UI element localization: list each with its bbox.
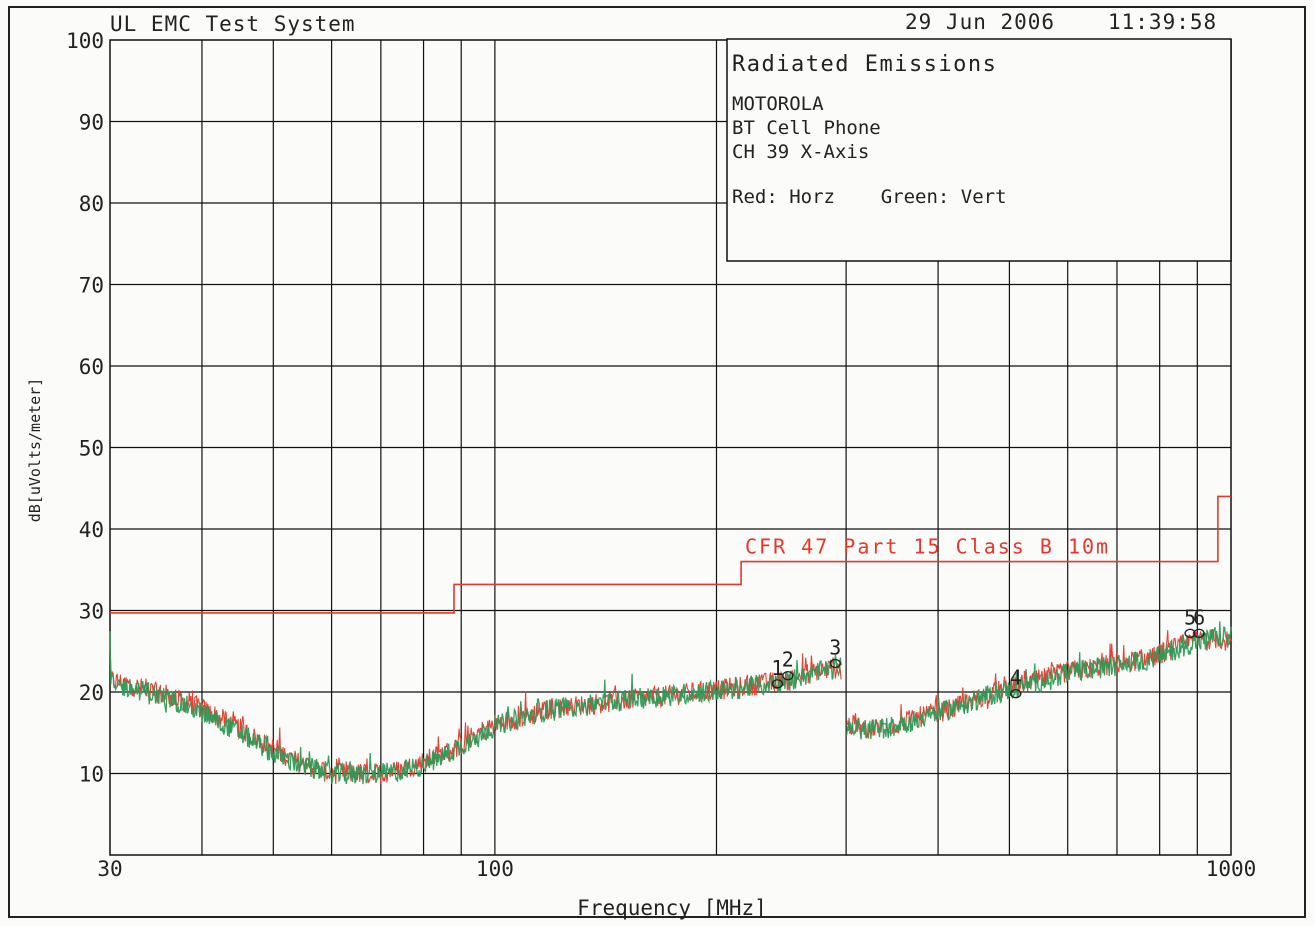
y-tick-label: 60 (79, 355, 104, 379)
info-title: Radiated Emissions (732, 52, 997, 77)
y-axis-label: dB[uVolts/meter] (26, 378, 44, 523)
marker-label-2: 2 (782, 648, 794, 672)
test-time: 11:39:58 (1108, 10, 1218, 34)
marker-3 (829, 658, 841, 669)
y-tick-label: 90 (79, 111, 104, 135)
info-legend: Red: Horz Green: Vert (732, 186, 1007, 208)
marker-label-5: 5 (1184, 605, 1196, 629)
y-tick-label: 10 (79, 763, 104, 787)
y-tick-label: 100 (66, 29, 104, 53)
plot-frame (8, 6, 1306, 918)
info-line-manufacturer: MOTOROLA (732, 93, 824, 115)
tick-labels: 10 20 30 40 50 60 70 80 90 100 30 100 1000 (66, 29, 1256, 881)
limit-layer: CFR 47 Part 15 Class B 10m (110, 495, 1231, 614)
marker-label-3: 3 (829, 635, 841, 659)
marker-label-1: 1 (771, 656, 783, 680)
info-box: Radiated Emissions MOTOROLA BT Cell Phon… (726, 38, 1232, 262)
info-line-device: BT Cell Phone (732, 117, 881, 139)
system-title: UL EMC Test System (110, 12, 356, 36)
x-tick-label: 1000 (1206, 857, 1257, 881)
series-layer (109, 621, 1232, 785)
series-vert (109, 621, 1232, 785)
x-axis-label: Frequency [MHz] (577, 896, 767, 920)
y-tick-label: 40 (79, 518, 104, 542)
limit-line (110, 495, 1231, 614)
marker-6 (1193, 628, 1205, 639)
marker-2 (782, 671, 794, 681)
marker-4 (1010, 688, 1022, 699)
y-tick-label: 50 (79, 437, 104, 461)
marker-1 (771, 679, 784, 689)
y-tick-label: 20 (79, 681, 104, 705)
info-box-frame (726, 38, 1232, 262)
marker-label-4: 4 (1010, 666, 1022, 690)
test-date: 29 Jun 2006 (905, 10, 1056, 34)
y-tick-label: 70 (79, 274, 104, 298)
y-tick-label: 30 (79, 600, 104, 624)
x-tick-label: 30 (97, 857, 122, 881)
info-line-channel: CH 39 X-Axis (732, 141, 869, 163)
marker-label-6: 6 (1193, 605, 1205, 629)
limit-line-label: CFR 47 Part 15 Class B 10m (745, 535, 1110, 559)
series-horz (109, 628, 1232, 785)
y-tick-label: 80 (79, 192, 104, 216)
marker-5 (1184, 628, 1196, 639)
x-tick-label: 100 (476, 857, 514, 881)
